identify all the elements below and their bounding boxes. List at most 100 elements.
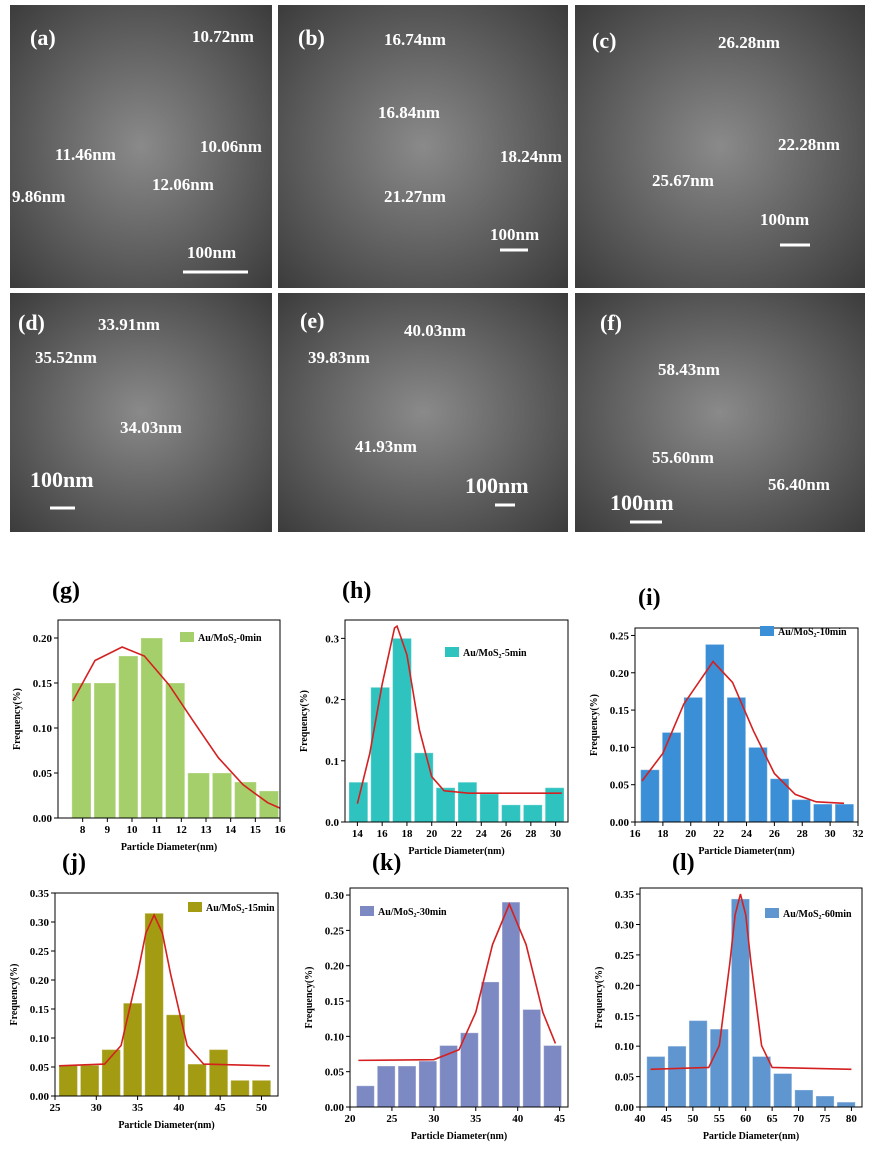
size-annotation: 26.28nm	[718, 33, 780, 52]
y-tick-label: 0.15	[610, 705, 630, 717]
bar	[813, 803, 833, 823]
size-annotation: 40.03nm	[404, 321, 466, 340]
sem-image	[278, 293, 568, 532]
bar	[543, 1045, 562, 1108]
x-tick-label: 50	[687, 1113, 699, 1125]
bar	[640, 769, 660, 823]
bar	[480, 981, 500, 1108]
bar	[439, 1045, 458, 1108]
legend-label: Au/MoS₂-15min	[206, 903, 275, 914]
y-axis-label: Frequency(%)	[594, 966, 605, 1028]
legend-swatch	[760, 626, 774, 636]
bar	[413, 752, 434, 823]
bar	[435, 787, 456, 823]
y-tick-label: 0.30	[325, 890, 345, 902]
x-tick-label: 25	[386, 1113, 398, 1125]
x-tick-label: 24	[741, 828, 753, 840]
bar	[418, 1060, 438, 1108]
bar	[460, 1032, 479, 1108]
y-tick-label: 0.15	[325, 996, 345, 1008]
y-tick-label: 0.3	[325, 633, 339, 645]
legend-label: Au/MoS₂-60min	[783, 909, 852, 920]
y-tick-label: 0.1	[325, 756, 339, 768]
panel-label: (e)	[300, 308, 324, 333]
panel-label: (f)	[600, 310, 622, 335]
legend-label: Au/MoS₂-10min	[778, 627, 847, 638]
fit-curve	[641, 660, 845, 805]
y-tick-label: 0.15	[615, 1011, 635, 1023]
x-tick-label: 22	[713, 828, 725, 840]
size-annotation: 58.43nm	[658, 360, 720, 379]
bar	[208, 1049, 229, 1097]
x-tick-label: 30	[91, 1102, 103, 1114]
x-tick-label: 16	[275, 824, 287, 836]
bar	[726, 696, 747, 823]
scale-bar-label: 100nm	[30, 467, 94, 492]
panel-label: (h)	[342, 578, 371, 604]
fit-curve	[358, 902, 557, 1062]
bar	[522, 1009, 542, 1108]
x-tick-label: 55	[714, 1113, 726, 1125]
x-tick-label: 30	[825, 828, 837, 840]
bar	[370, 686, 391, 823]
y-tick-label: 0.25	[325, 925, 345, 937]
bar	[187, 772, 210, 819]
x-tick-label: 10	[127, 824, 139, 836]
panel-label: (g)	[52, 578, 80, 604]
y-tick-label: 0.35	[615, 889, 635, 901]
panel-label: (a)	[30, 25, 56, 50]
legend-swatch	[445, 647, 459, 657]
size-annotation: 12.06nm	[152, 175, 214, 194]
x-tick-label: 40	[173, 1102, 185, 1114]
bar	[794, 1089, 814, 1108]
size-annotation: 9.86nm	[12, 187, 65, 206]
bar	[667, 1045, 687, 1108]
y-tick-label: 0.05	[325, 1067, 345, 1079]
bar	[122, 1002, 143, 1097]
bar	[230, 1079, 250, 1097]
panel-label: (c)	[592, 28, 616, 53]
x-tick-label: 26	[501, 828, 513, 840]
x-tick-label: 40	[512, 1113, 524, 1125]
y-tick-label: 0.20	[615, 980, 635, 992]
x-tick-label: 20	[345, 1113, 357, 1125]
bar	[646, 1056, 666, 1108]
x-tick-label: 75	[820, 1113, 832, 1125]
panel-label: (l)	[672, 850, 695, 876]
x-axis-label: Particle Diameter(nm)	[408, 846, 504, 857]
x-tick-label: 80	[846, 1113, 858, 1125]
y-tick-label: 0.05	[610, 780, 630, 792]
size-annotation: 16.84nm	[378, 103, 440, 122]
x-tick-label: 70	[793, 1113, 805, 1125]
fit-curve	[72, 646, 281, 809]
legend-swatch	[188, 902, 202, 912]
legend-swatch	[765, 908, 779, 918]
x-tick-label: 14	[352, 828, 364, 840]
plot-frame	[54, 892, 279, 1097]
size-annotation: 11.46nm	[55, 145, 116, 164]
x-tick-label: 15	[250, 824, 262, 836]
fit-curve	[59, 913, 270, 1067]
bar	[501, 901, 521, 1108]
y-tick-label: 0.35	[30, 888, 50, 900]
y-tick-label: 0.25	[30, 946, 50, 958]
sem-image	[10, 5, 272, 288]
x-tick-label: 16	[630, 828, 642, 840]
bar	[748, 746, 768, 823]
scale-bar-label: 100nm	[465, 473, 529, 498]
x-tick-label: 26	[769, 828, 781, 840]
x-tick-label: 18	[401, 828, 413, 840]
size-annotation: 18.24nm	[500, 147, 562, 166]
scale-bar-label: 100nm	[187, 243, 236, 262]
bar	[93, 682, 117, 819]
y-tick-label: 0.10	[610, 742, 630, 754]
x-tick-label: 28	[525, 828, 537, 840]
plot-frame	[639, 887, 863, 1108]
panel-label: (d)	[18, 310, 45, 335]
scale-bar-label: 100nm	[760, 210, 809, 229]
bar	[397, 1065, 417, 1108]
x-tick-label: 40	[635, 1113, 647, 1125]
bar	[58, 1064, 78, 1097]
size-annotation: 16.74nm	[384, 30, 446, 49]
